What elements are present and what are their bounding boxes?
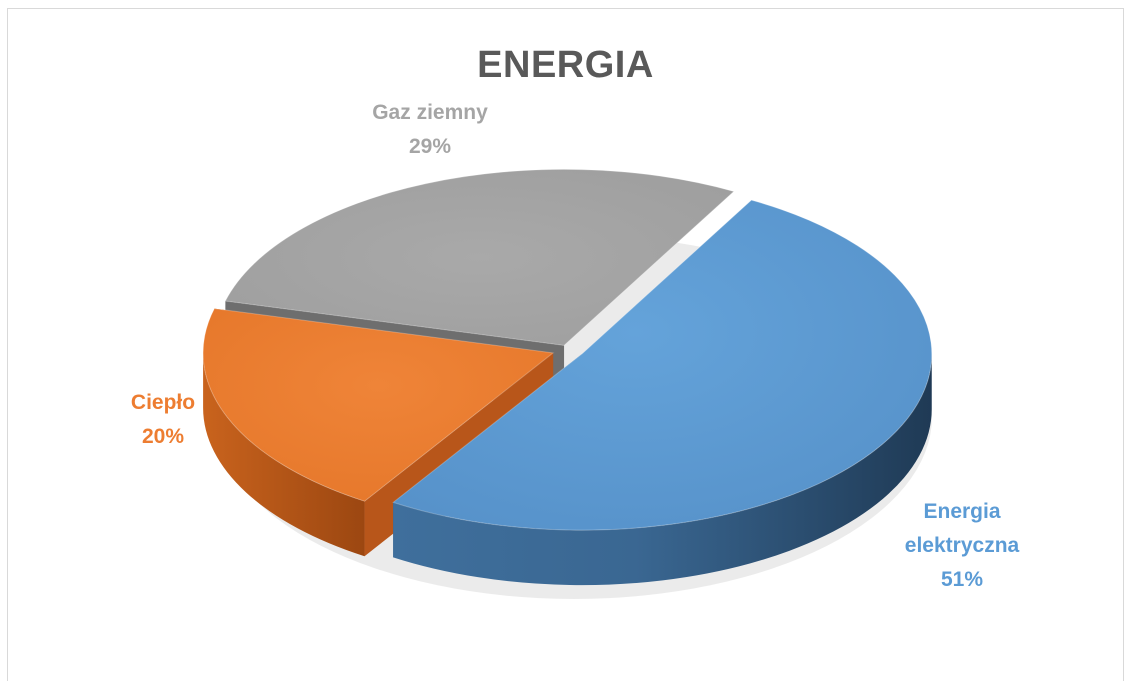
- slice-top-face: [202, 308, 555, 502]
- slice-label-name: Gaz ziemny: [372, 101, 488, 124]
- slice-label-name: Energia elektryczna: [904, 500, 1020, 557]
- slice-label-percent: 51%: [940, 568, 984, 591]
- slice-label-name: Ciepło: [130, 391, 196, 414]
- slice-label-energia-elektryczna: Energia elektryczna 51%: [872, 495, 1052, 597]
- slice-top-face: [392, 199, 933, 531]
- slice-label-gaz-ziemny: Gaz ziemny 29%: [330, 96, 530, 164]
- slice-label-percent: 29%: [408, 135, 452, 158]
- chart-title: ENERGIA: [477, 44, 654, 86]
- slice-label-percent: 20%: [141, 425, 185, 448]
- slice-label-cieplo: Ciepło 20%: [108, 386, 218, 454]
- slice-outer-wall: [203, 352, 365, 557]
- slice-outer-wall: [393, 354, 932, 586]
- slice-top-face: [224, 168, 735, 346]
- pie-slice-energia-elektryczna: [392, 199, 933, 586]
